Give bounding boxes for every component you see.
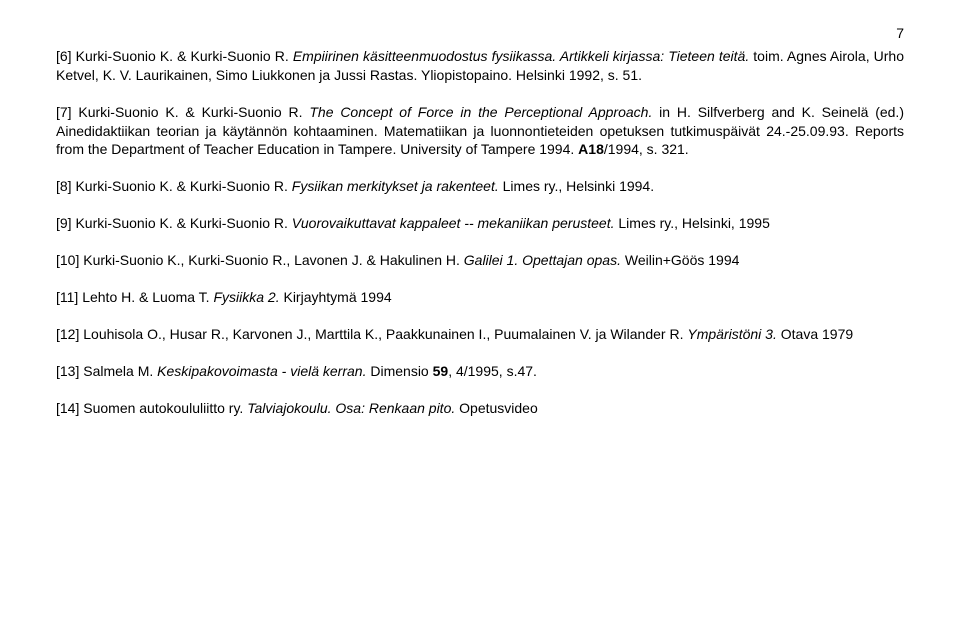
reference-entry: [10] Kurki-Suonio K., Kurki-Suonio R., L… bbox=[56, 251, 904, 270]
page-number: 7 bbox=[56, 24, 904, 43]
reference-text-part: [11] Lehto H. & Luoma T. bbox=[56, 289, 213, 305]
reference-text-part: Dimensio bbox=[366, 363, 432, 379]
reference-text-part: Galilei 1. Opettajan opas. bbox=[464, 252, 621, 268]
reference-text-part: [13] Salmela M. bbox=[56, 363, 157, 379]
reference-entry: [9] Kurki-Suonio K. & Kurki-Suonio R. Vu… bbox=[56, 214, 904, 233]
reference-text-part: [12] Louhisola O., Husar R., Karvonen J.… bbox=[56, 326, 687, 342]
reference-entry: [13] Salmela M. Keskipakovoimasta - viel… bbox=[56, 362, 904, 381]
reference-text-part: Ympäristöni 3. bbox=[687, 326, 776, 342]
reference-text-part: /1994, s. 321. bbox=[604, 141, 689, 157]
reference-text-part: [10] Kurki-Suonio K., Kurki-Suonio R., L… bbox=[56, 252, 464, 268]
reference-text-part: [7] Kurki-Suonio K. & Kurki-Suonio R. bbox=[56, 104, 309, 120]
reference-text-part: Kirjayhtymä 1994 bbox=[280, 289, 392, 305]
reference-text-part: Talviajokoulu. Osa: Renkaan pito. bbox=[247, 400, 455, 416]
reference-text-part: Empiirinen käsitteenmuodostus fysiikassa… bbox=[293, 48, 749, 64]
reference-entry: [11] Lehto H. & Luoma T. Fysiikka 2. Kir… bbox=[56, 288, 904, 307]
reference-text-part: [9] Kurki-Suonio K. & Kurki-Suonio R. bbox=[56, 215, 292, 231]
reference-text-part: Fysiikka 2. bbox=[213, 289, 279, 305]
reference-text-part: Limes ry., Helsinki 1994. bbox=[499, 178, 654, 194]
reference-entry: [6] Kurki-Suonio K. & Kurki-Suonio R. Em… bbox=[56, 47, 904, 85]
reference-text-part: [6] Kurki-Suonio K. & Kurki-Suonio R. bbox=[56, 48, 293, 64]
reference-entry: [8] Kurki-Suonio K. & Kurki-Suonio R. Fy… bbox=[56, 177, 904, 196]
reference-text-part: Otava 1979 bbox=[777, 326, 853, 342]
reference-text-part: Weilin+Göös 1994 bbox=[621, 252, 739, 268]
document-page: 7 [6] Kurki-Suonio K. & Kurki-Suonio R. … bbox=[0, 0, 960, 460]
references-list: [6] Kurki-Suonio K. & Kurki-Suonio R. Em… bbox=[56, 47, 904, 418]
reference-text-part: The Concept of Force in the Perceptional… bbox=[309, 104, 652, 120]
reference-text-part: [8] Kurki-Suonio K. & Kurki-Suonio R. bbox=[56, 178, 292, 194]
reference-text-part: Keskipakovoimasta - vielä kerran. bbox=[157, 363, 366, 379]
reference-text-part: [14] Suomen autokoululiitto ry. bbox=[56, 400, 247, 416]
reference-entry: [14] Suomen autokoululiitto ry. Talviajo… bbox=[56, 399, 904, 418]
reference-text-part: Vuorovaikuttavat kappaleet -- mekaniikan… bbox=[292, 215, 615, 231]
reference-text-part: Limes ry., Helsinki, 1995 bbox=[615, 215, 770, 231]
reference-text-part: , 4/1995, s.47. bbox=[448, 363, 537, 379]
reference-entry: [7] Kurki-Suonio K. & Kurki-Suonio R. Th… bbox=[56, 103, 904, 160]
reference-text-part: Fysiikan merkitykset ja rakenteet. bbox=[292, 178, 499, 194]
reference-text-part: 59 bbox=[433, 363, 449, 379]
reference-text-part: Opetusvideo bbox=[455, 400, 538, 416]
reference-text-part: A18 bbox=[578, 141, 604, 157]
reference-entry: [12] Louhisola O., Husar R., Karvonen J.… bbox=[56, 325, 904, 344]
